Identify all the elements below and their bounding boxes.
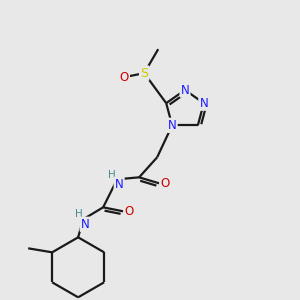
Text: O: O bbox=[120, 71, 129, 84]
Text: O: O bbox=[124, 205, 134, 218]
Text: O: O bbox=[160, 177, 170, 190]
Text: N: N bbox=[81, 218, 89, 231]
Text: N: N bbox=[200, 97, 208, 110]
Text: H: H bbox=[75, 209, 83, 219]
Text: N: N bbox=[168, 119, 176, 132]
Text: N: N bbox=[181, 83, 189, 97]
Text: S: S bbox=[140, 67, 148, 80]
Text: N: N bbox=[115, 178, 124, 191]
Text: H: H bbox=[108, 170, 116, 180]
